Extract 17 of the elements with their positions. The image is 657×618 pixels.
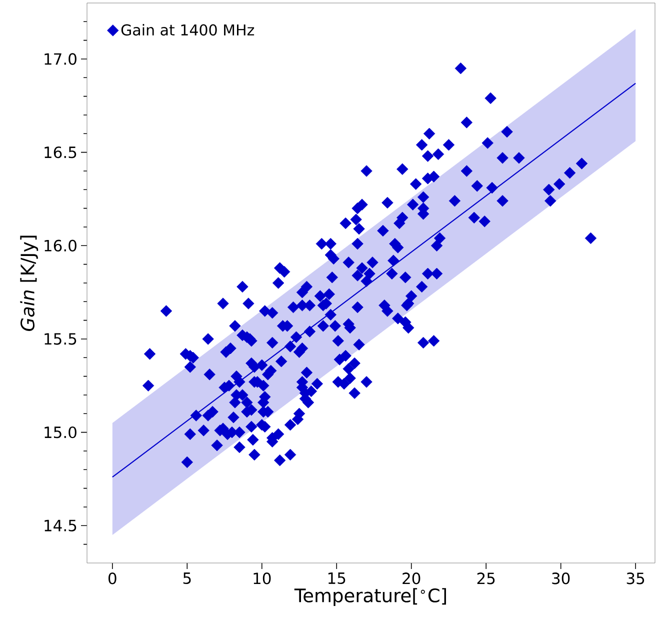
x-tick-label: 0 <box>108 572 116 584</box>
x-tick-label: 25 <box>477 572 495 584</box>
y-tick-label: 16.0 <box>44 240 76 252</box>
y-tick-label: 15.5 <box>44 333 76 345</box>
legend-label: Gain at 1400 MHz <box>121 24 254 36</box>
y-tick-label: 15.0 <box>44 426 76 438</box>
y-tick-label: 17.0 <box>44 53 76 65</box>
x-tick-label: 5 <box>183 572 191 584</box>
x-tick-label: 15 <box>328 572 346 584</box>
y-tick-label: 14.5 <box>44 520 76 532</box>
x-tick-label: 10 <box>254 572 271 584</box>
y-axis-title: Gain [K/Jy] <box>20 236 38 331</box>
x-tick-label: 20 <box>402 572 420 584</box>
x-tick-label: 35 <box>626 572 644 584</box>
x-tick-label: 30 <box>552 572 570 584</box>
x-axis-title: Temperature[$^{∘}$C] <box>294 588 446 606</box>
y-tick-label: 16.5 <box>44 146 76 158</box>
